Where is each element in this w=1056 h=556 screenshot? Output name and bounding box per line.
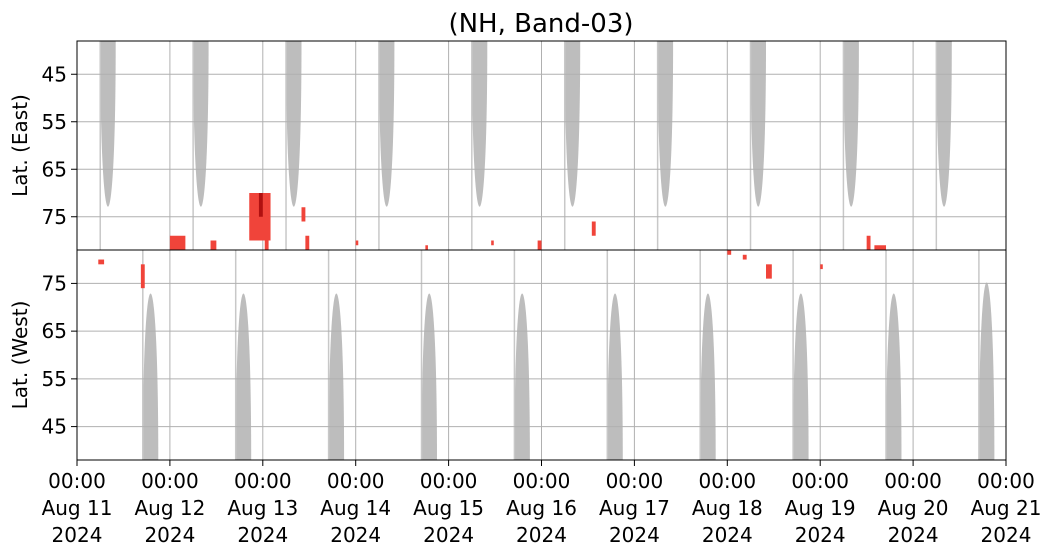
x-tick-line: 00:00 — [420, 469, 478, 493]
x-tick-line: 2024 — [795, 523, 846, 547]
event-mark — [169, 235, 186, 250]
event-mark — [727, 250, 732, 255]
y-tick-label: 55 — [42, 367, 67, 391]
daylight-band — [607, 293, 623, 460]
x-tick-line: Aug 16 — [506, 496, 577, 520]
event-mark — [742, 254, 747, 260]
x-tick-label: 00:00 Aug 15 2024 — [413, 469, 484, 547]
y-tick-label: 65 — [42, 157, 67, 181]
event-mark — [258, 193, 263, 217]
x-tick-line: 2024 — [981, 523, 1032, 547]
daylight-band — [471, 41, 488, 207]
daylight-band — [142, 293, 159, 460]
x-tick-line: 2024 — [330, 523, 381, 547]
x-tick-line: 2024 — [144, 523, 195, 547]
daylight-band — [286, 41, 302, 207]
x-tick-line: 00:00 — [234, 469, 292, 493]
x-tick-label: 00:00 Aug 20 2024 — [878, 469, 949, 547]
event-mark — [355, 240, 359, 246]
x-tick-label: 00:00 Aug 18 2024 — [692, 469, 763, 547]
x-tick-label: 00:00 Aug 12 2024 — [134, 469, 205, 547]
x-tick-label: 00:00 Aug 13 2024 — [227, 469, 298, 547]
event-mark — [766, 264, 772, 279]
x-tick-label: 00:00 Aug 11 2024 — [42, 469, 113, 547]
y-tick-label: 75 — [42, 205, 67, 229]
x-tick-line: 2024 — [52, 523, 103, 547]
x-tick-line: 2024 — [423, 523, 474, 547]
x-tick-line: 2024 — [702, 523, 753, 547]
daylight-band — [564, 41, 581, 207]
daylight-band — [100, 41, 116, 207]
y-tick-label: 45 — [42, 62, 67, 86]
x-tick-line: Aug 11 — [42, 496, 113, 520]
x-tick-line: Aug 18 — [692, 496, 763, 520]
daylight-band — [514, 293, 530, 460]
event-mark — [425, 245, 428, 250]
event-mark — [305, 235, 310, 250]
event-mark — [866, 235, 871, 250]
event-mark — [591, 221, 596, 236]
event-mark — [210, 240, 217, 250]
x-tick-line: 00:00 — [791, 469, 849, 493]
x-tick-line: Aug 14 — [320, 496, 391, 520]
event-mark — [491, 240, 494, 246]
y-tick-label: 45 — [42, 415, 67, 439]
y-tick-label: 65 — [42, 319, 67, 343]
event-mark — [874, 245, 887, 250]
x-tick-line: Aug 17 — [599, 496, 670, 520]
event-mark — [301, 207, 306, 222]
daylight-band — [793, 293, 809, 460]
panel-west: 75 65 55 45 Lat. (West) — [8, 249, 1007, 461]
event-mark — [98, 259, 105, 265]
panel-east: 45 55 65 75 Lat. (East) — [8, 40, 1007, 251]
daylight-band — [421, 293, 437, 460]
daylight-band — [657, 41, 674, 207]
x-tick-line: 00:00 — [884, 469, 942, 493]
y-axis-label-east: Lat. (East) — [8, 94, 32, 197]
x-tick-line: 00:00 — [513, 469, 571, 493]
x-tick-label: 00:00 Aug 21 2024 — [971, 469, 1042, 547]
event-mark — [537, 240, 542, 250]
x-tick-label: 00:00 Aug 19 2024 — [785, 469, 856, 547]
x-tick-line: 00:00 — [606, 469, 664, 493]
daylight-band — [886, 293, 902, 460]
daylight-band — [700, 293, 716, 460]
x-tick-label: 00:00 Aug 14 2024 — [320, 469, 391, 547]
x-tick-line: 2024 — [888, 523, 939, 547]
x-tick-line: Aug 13 — [227, 496, 298, 520]
x-tick-line: 00:00 — [141, 469, 199, 493]
x-tick-line: 00:00 — [698, 469, 756, 493]
x-tick-line: Aug 12 — [134, 496, 205, 520]
x-tick-line: Aug 15 — [413, 496, 484, 520]
x-tick-label: 00:00 Aug 17 2024 — [599, 469, 670, 547]
daylight-band — [978, 282, 995, 460]
x-tick-label: 00:00 Aug 16 2024 — [506, 469, 577, 547]
x-tick-line: 2024 — [237, 523, 288, 547]
daylight-band — [235, 293, 252, 460]
daylight-band — [936, 41, 952, 207]
event-mark — [140, 264, 145, 289]
y-tick-label: 75 — [42, 271, 67, 295]
x-tick-line: 2024 — [609, 523, 660, 547]
daylight-band — [193, 41, 209, 207]
event-mark — [264, 240, 269, 250]
daylight-band — [843, 41, 859, 207]
y-tick-label: 55 — [42, 110, 67, 134]
daylight-band — [328, 293, 345, 460]
x-tick-line: 00:00 — [327, 469, 385, 493]
daylight-band — [750, 41, 767, 207]
x-tick-line: Aug 21 — [971, 496, 1042, 520]
chart-title: (NH, Band-03) — [448, 9, 633, 39]
x-tick-line: 00:00 — [48, 469, 106, 493]
x-tick-line: 00:00 — [977, 469, 1035, 493]
event-mark — [820, 264, 823, 270]
x-tick-line: 2024 — [516, 523, 567, 547]
y-axis-label-west: Lat. (West) — [8, 301, 32, 410]
x-tick-line: Aug 20 — [878, 496, 949, 520]
x-tick-line: Aug 19 — [785, 496, 856, 520]
daylight-band — [378, 41, 395, 207]
